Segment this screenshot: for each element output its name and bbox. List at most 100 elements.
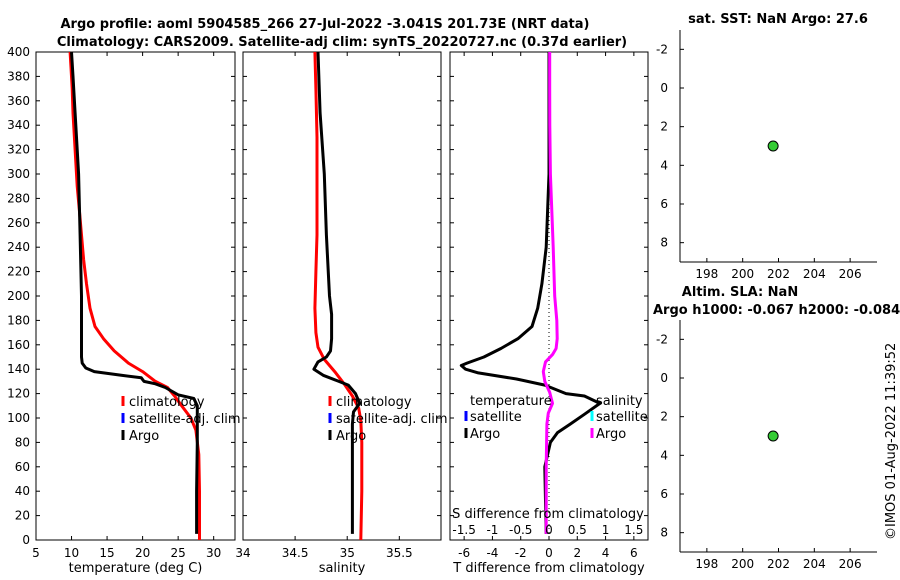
temperature-ytick-label: 0 — [22, 533, 30, 547]
sla-xtick-label: 206 — [839, 557, 862, 571]
salinity-series-climatology — [313, 51, 364, 541]
temperature-ytick-label: 140 — [7, 362, 30, 376]
temperature-ytick-label: 300 — [7, 167, 30, 181]
salinity-legend-label-2: Argo — [336, 429, 366, 444]
temperature-ytick-label: 160 — [7, 338, 30, 352]
salinity-axes-box — [242, 51, 442, 541]
sla-xtick-label: 202 — [767, 557, 790, 571]
salinity-xtick-label: 34 — [235, 546, 250, 560]
temperature-xtick-label: 5 — [32, 546, 40, 560]
salinity-xlabel: salinity — [319, 561, 366, 576]
temperature-ytick-label: 240 — [7, 240, 30, 254]
sst-ytick-label: -2 — [656, 42, 668, 56]
salinity-legend-label-0: climatology — [336, 395, 412, 410]
figure-title-line2: Climatology: CARS2009. Satellite-adj cli… — [57, 35, 627, 50]
difference-series-salinity-argo — [541, 52, 559, 534]
sst-panel-title: sat. SST: NaN Argo: 27.6 — [688, 12, 868, 27]
salinity-legend-label-1: satellite-adj. clim — [336, 412, 448, 427]
difference-secondary-xtick-label: 1.5 — [624, 523, 643, 537]
sst-data-point — [767, 140, 779, 152]
difference-xtick-label: -6 — [458, 546, 470, 560]
sst-ytick-label: 2 — [660, 120, 668, 134]
temperature-ytick-label: 180 — [7, 313, 30, 327]
temperature-ytick-label: 260 — [7, 216, 30, 230]
salinity-xtick-label: 34.5 — [282, 546, 309, 560]
difference-legend-title-salinity: salinity — [596, 394, 643, 409]
difference-xlabel: T difference from climatology — [452, 561, 645, 576]
temperature-ytick-label: 60 — [15, 460, 30, 474]
sla-panel-subtitle: Argo h1000: -0.067 h2000: -0.084 — [653, 303, 900, 318]
temperature-ytick-label: 200 — [7, 289, 30, 303]
sla-panel-title: Altim. SLA: NaN — [682, 285, 798, 300]
temperature-ytick-label: 80 — [15, 435, 30, 449]
difference-secondary-xtick-label: 0 — [545, 523, 553, 537]
difference-xtick-label: -4 — [486, 546, 498, 560]
temperature-ytick-label: 320 — [7, 143, 30, 157]
temperature-ytick-label: 120 — [7, 387, 30, 401]
sst-ytick-label: 6 — [660, 197, 668, 211]
sla-xtick-label: 198 — [695, 557, 718, 571]
sst-ytick-label: 4 — [660, 158, 668, 172]
difference-secondary-xtick-label: 1 — [602, 523, 610, 537]
sst-xtick-label: 204 — [803, 267, 826, 281]
sla-data-point — [767, 430, 779, 442]
difference-xtick-label: -2 — [515, 546, 527, 560]
temperature-series-climatology — [68, 51, 201, 540]
sst-xtick-label: 200 — [731, 267, 754, 281]
temperature-ytick-label: 220 — [7, 265, 30, 279]
difference-xtick-label: 2 — [573, 546, 581, 560]
temperature-xtick-label: 10 — [64, 546, 79, 560]
temperature-ytick-label: 400 — [7, 45, 30, 59]
difference-xtick-label: 0 — [545, 546, 553, 560]
temperature-ytick-label: 360 — [7, 94, 30, 108]
temperature-xtick-label: 15 — [99, 546, 114, 560]
temperature-xtick-label: 25 — [171, 546, 186, 560]
temperature-legend-label-2: Argo — [129, 429, 159, 444]
sla-ytick-label: 2 — [660, 410, 668, 424]
temperature-xtick-label: 20 — [135, 546, 150, 560]
temperature-series-argo — [70, 51, 199, 534]
sla-ytick-label: 8 — [660, 526, 668, 540]
sst-xtick-label: 206 — [839, 267, 862, 281]
temperature-xtick-label: 30 — [206, 546, 221, 560]
salinity-series-argo — [312, 51, 362, 534]
sst-xtick-label: 202 — [767, 267, 790, 281]
temperature-axes-box — [35, 51, 236, 541]
difference-secondary-xtick-label: 0.5 — [568, 523, 587, 537]
salinity-xtick-label: 35 — [340, 546, 355, 560]
difference-legend-title-temperature: temperature — [470, 394, 552, 409]
sla-ytick-label: 4 — [660, 448, 668, 462]
temperature-legend-label-1: satellite-adj. clim — [129, 412, 241, 427]
sla-ytick-label: 6 — [660, 487, 668, 501]
difference-legend-label-2: satellite — [596, 410, 648, 425]
difference-series-temperature-argo — [459, 52, 602, 534]
salinity-xtick-label: 35.5 — [386, 546, 413, 560]
temperature-ytick-label: 100 — [7, 411, 30, 425]
difference-secondary-xtick-label: -1.5 — [452, 523, 475, 537]
sla-ytick-label: 0 — [660, 371, 668, 385]
difference-legend-label-0: satellite — [470, 410, 522, 425]
figure-title-line1: Argo profile: aoml 5904585_266 27-Jul-20… — [61, 17, 590, 32]
difference-secondary-xtick-label: -1 — [486, 523, 498, 537]
temperature-ytick-label: 20 — [15, 509, 30, 523]
sla-xtick-label: 204 — [803, 557, 826, 571]
temperature-ytick-label: 280 — [7, 191, 30, 205]
sla-ytick-label: -2 — [656, 332, 668, 346]
temperature-xlabel: temperature (deg C) — [69, 561, 203, 576]
temperature-ytick-label: 380 — [7, 69, 30, 83]
difference-legend-label-1: Argo — [470, 427, 500, 442]
temperature-legend-label-0: climatology — [129, 395, 205, 410]
difference-secondary-xtick-label: -0.5 — [509, 523, 532, 537]
temperature-ytick-label: 40 — [15, 484, 30, 498]
sla-xtick-label: 200 — [731, 557, 754, 571]
sst-ytick-label: 0 — [660, 81, 668, 95]
difference-legend-label-3: Argo — [596, 427, 626, 442]
difference-xtick-label: 4 — [602, 546, 610, 560]
difference-xtick-label: 6 — [630, 546, 638, 560]
sst-xtick-label: 198 — [695, 267, 718, 281]
difference-secondary-xlabel: S difference from climatology — [452, 507, 644, 522]
imos-watermark: ©IMOS 01-Aug-2022 11:39:52 — [884, 343, 899, 540]
sst-ytick-label: 8 — [660, 236, 668, 250]
temperature-ytick-label: 340 — [7, 118, 30, 132]
